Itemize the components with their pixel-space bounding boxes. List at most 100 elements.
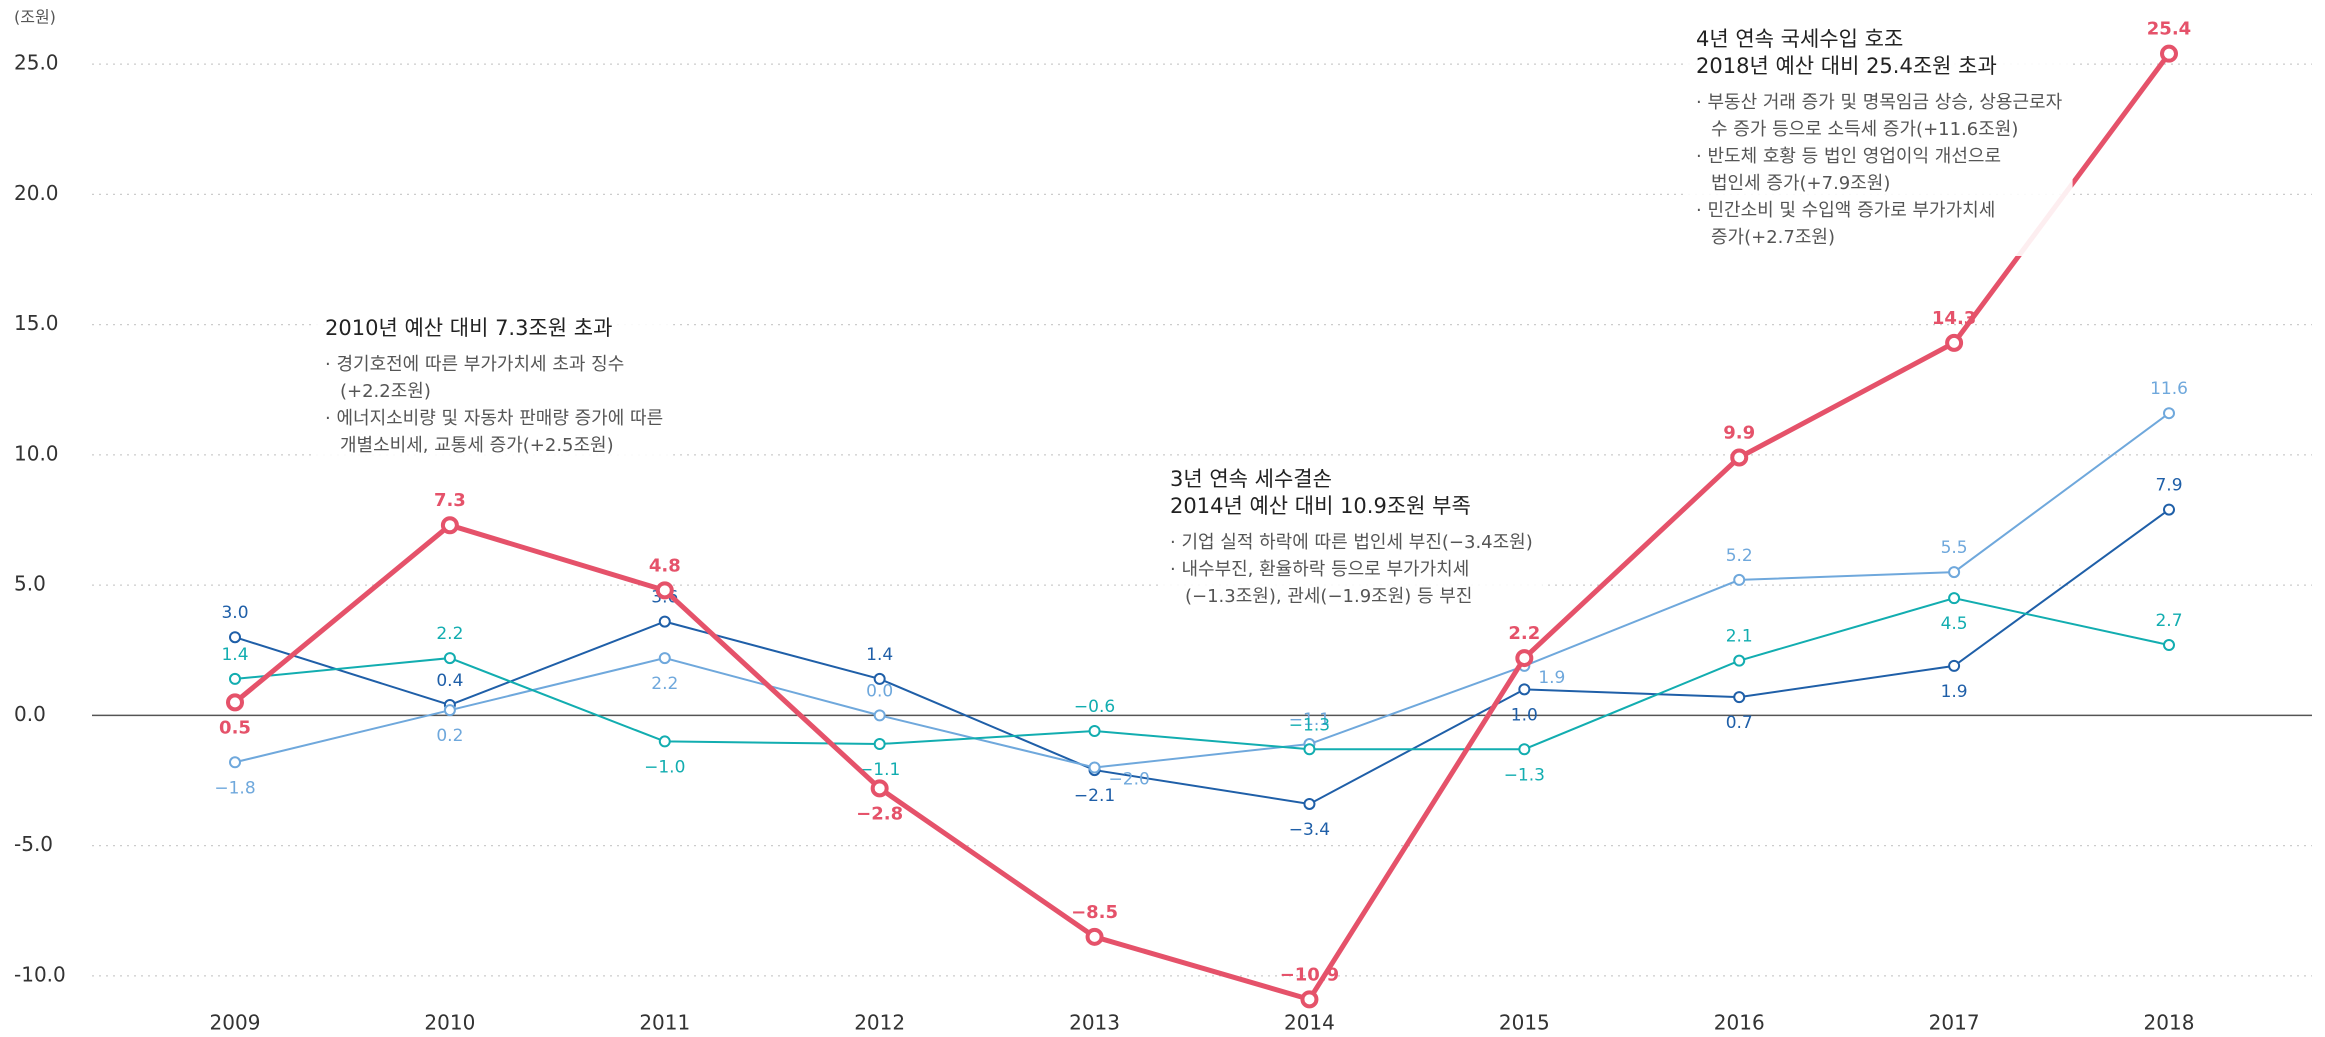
annotation: 4년 연속 국세수입 호조 2018년 예산 대비 25.4조원 초과 · 부동산 …: [1686, 19, 2073, 256]
annotation-bullet: (+2.2조원): [340, 381, 431, 402]
point: [655, 581, 674, 600]
point: [1948, 566, 1961, 579]
point: [2163, 407, 2175, 420]
x-tick-label: 2016: [1714, 1011, 1765, 1035]
y-tick-label: -10.0: [14, 962, 66, 986]
point: [229, 631, 241, 644]
x-tick-label: 2009: [210, 1011, 261, 1035]
value-label: −1.3: [1289, 715, 1330, 735]
y-tick-label: -5.0: [14, 832, 53, 856]
point: [2160, 44, 2178, 63]
x-tick-label: 2010: [424, 1011, 475, 1035]
x-tick-label: 2018: [2144, 1011, 2195, 1035]
annotation-title: 2010년 예산 대비 7.3조원 초과: [325, 316, 612, 340]
point: [1088, 761, 1101, 774]
point: [658, 652, 671, 665]
y-tick-label: 15.0: [14, 311, 59, 335]
y-tick-label: 25.0: [14, 51, 59, 75]
y-tick-label: 0.0: [14, 702, 46, 726]
y-tick-label: 5.0: [14, 572, 46, 596]
x-tick-label: 2012: [854, 1011, 905, 1035]
point: [1518, 683, 1531, 696]
annotation-bullet: · 에너지소비량 및 자동차 판매량 증가에 따른: [325, 408, 663, 429]
value-label: −2.1: [1074, 786, 1115, 806]
point: [1948, 659, 1961, 672]
value-label: 2.2: [1508, 623, 1540, 644]
point: [658, 735, 671, 748]
x-tick-label: 2014: [1284, 1011, 1335, 1035]
point: [1518, 743, 1531, 756]
value-label: −1.1: [859, 760, 900, 780]
annotation-bullet: 수 증가 등으로 소득세 증가(+11.6조원): [1711, 119, 2018, 140]
value-label: 4.5: [1941, 614, 1968, 634]
annotation-bullet: · 경기호전에 따른 부가가치세 초과 징수: [325, 354, 624, 375]
point: [1730, 448, 1749, 467]
point: [1303, 797, 1316, 810]
point: [870, 779, 889, 798]
value-label: 1.4: [866, 645, 893, 665]
point: [226, 693, 244, 712]
point: [229, 756, 241, 769]
annotation-bullet: · 반도체 호황 등 법인 영업이익 개선으로: [1696, 146, 2001, 167]
value-label: 0.2: [436, 726, 463, 746]
value-label: 1.9: [1538, 668, 1565, 688]
value-label: 2.7: [2155, 611, 2182, 631]
point: [440, 516, 459, 535]
point: [229, 672, 241, 685]
annotation: 2010년 예산 대비 7.3조원 초과 · 경기호전에 따른 부가가치세 초과 …: [315, 308, 674, 464]
value-label: −10.9: [1280, 964, 1340, 985]
point: [1515, 649, 1534, 668]
value-label: 0.4: [436, 671, 463, 691]
value-label: 7.9: [2155, 476, 2182, 496]
value-label: 0.0: [866, 681, 893, 701]
annotation-title: 4년 연속 국세수입 호조: [1696, 27, 1903, 51]
x-tick-label: 2011: [639, 1011, 690, 1035]
point: [2163, 639, 2175, 652]
y-tick-label: 20.0: [14, 181, 59, 205]
value-label: 1.9: [1941, 682, 1968, 702]
point: [1300, 990, 1319, 1009]
annotation-bg: [1686, 19, 2073, 256]
value-label: −1.1: [1289, 710, 1330, 730]
y-tick-label: 10.0: [14, 441, 59, 465]
value-label: 4.8: [649, 555, 681, 576]
annotation-bg: [1160, 459, 1543, 615]
series-line: [233, 52, 2172, 1003]
x-tick-label: 2015: [1499, 1011, 1550, 1035]
annotation-bullet: 법인세 증가(+7.9조원): [1711, 173, 1890, 194]
point: [658, 615, 671, 628]
annotation-title: 2014년 예산 대비 10.9조원 부족: [1170, 494, 1471, 518]
value-label: 1.0: [1511, 705, 1538, 725]
value-label: −2.8: [856, 803, 903, 824]
point: [2163, 503, 2175, 516]
x-tick-label: 2013: [1069, 1011, 1120, 1035]
value-label: 5.5: [1941, 538, 1968, 558]
point: [873, 709, 886, 722]
series-line: [234, 597, 2170, 751]
annotation-title: 3년 연속 세수결손: [1170, 467, 1332, 491]
value-label: 11.6: [2150, 379, 2188, 399]
point: [1733, 654, 1746, 667]
value-label: −3.4: [1289, 820, 1330, 840]
point: [443, 652, 456, 665]
value-label: 2.2: [651, 674, 678, 694]
point: [873, 738, 886, 751]
series-line: [234, 412, 2170, 769]
value-label: −1.0: [644, 757, 685, 777]
value-label: 25.4: [2147, 19, 2191, 40]
annotation-bullet: · 민간소비 및 수입액 증가로 부가가치세: [1696, 200, 1995, 221]
point: [1733, 691, 1746, 704]
value-label: −1.8: [214, 778, 255, 798]
annotation-bullet: 개별소비세, 교통세 증가(+2.5조원): [340, 435, 614, 456]
value-label: 2.2: [436, 624, 463, 644]
unit-label: (조원): [14, 8, 56, 27]
x-tick-label: 2017: [1929, 1011, 1980, 1035]
value-label: −2.0: [1109, 769, 1150, 789]
series-line: [234, 508, 2170, 805]
point: [1733, 573, 1746, 586]
annotation-title: 2018년 예산 대비 25.4조원 초과: [1696, 54, 1997, 78]
value-label: 0.5: [219, 717, 251, 738]
point: [1088, 725, 1101, 738]
value-label: −1.3: [1504, 765, 1545, 785]
